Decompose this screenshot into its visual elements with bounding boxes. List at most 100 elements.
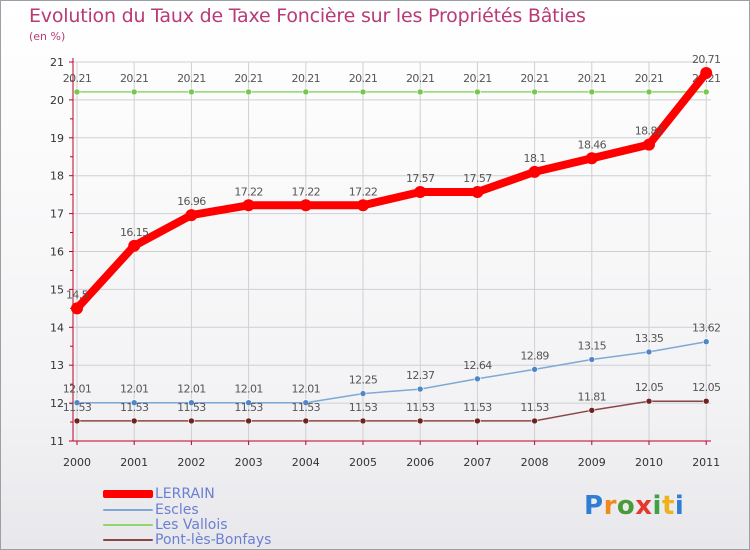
data-point <box>302 417 310 425</box>
brand-letter: t <box>661 491 675 521</box>
proxiti-logo: Proxiti <box>584 491 684 521</box>
data-point <box>130 399 138 407</box>
data-label: 11.53 <box>349 401 378 414</box>
data-point <box>73 88 81 96</box>
data-point <box>242 199 255 212</box>
legend-item-les-vallois: Les Vallois <box>103 517 343 533</box>
data-label: 11.81 <box>578 390 607 403</box>
x-tick-label: 2006 <box>406 456 434 469</box>
y-tick-label: 12 <box>50 397 64 410</box>
data-point <box>245 88 252 96</box>
x-tick-label: 2004 <box>292 456 320 469</box>
data-label: 12.05 <box>692 381 721 394</box>
y-tick-label: 19 <box>50 132 64 145</box>
legend-swatch-escles <box>103 509 153 511</box>
data-label: 11.53 <box>234 401 263 414</box>
x-tick-label: 2011 <box>692 456 720 469</box>
x-tick-label: 2007 <box>463 456 491 469</box>
x-tick-label: 2009 <box>578 456 606 469</box>
data-point <box>128 239 141 252</box>
data-label: 20.71 <box>692 53 721 66</box>
data-point <box>416 88 424 96</box>
data-label: 13.35 <box>635 332 664 345</box>
data-point <box>702 88 710 96</box>
data-label: 12.01 <box>63 383 92 396</box>
data-point <box>130 88 138 96</box>
legend-swatch-pont-les-bonfays <box>103 539 153 541</box>
x-tick-label: 2010 <box>635 456 663 469</box>
data-label: 20.21 <box>520 72 549 85</box>
chart-title: Evolution du Taux de Taxe Foncière sur l… <box>29 5 586 27</box>
data-label: 12.05 <box>635 381 664 394</box>
data-point <box>302 399 310 407</box>
data-label: 16.96 <box>177 195 206 208</box>
data-point <box>414 185 427 198</box>
data-point <box>245 417 252 425</box>
y-tick-label: 11 <box>50 435 64 448</box>
data-point <box>588 356 596 363</box>
legend-item-pont-les-bonfays: Pont-lès-Bonfays <box>103 532 343 548</box>
data-label: 12.64 <box>463 359 492 372</box>
brand-letter: i <box>674 491 685 521</box>
data-label: 20.21 <box>63 72 92 85</box>
data-label: 17.22 <box>292 185 321 198</box>
data-point <box>245 399 252 407</box>
brand-letter: P <box>584 491 604 521</box>
data-point <box>359 88 367 96</box>
chart-legend: LERRAIN Escles Les Vallois Pont-lès-Bonf… <box>103 485 343 549</box>
data-point <box>528 165 541 178</box>
data-point <box>643 138 655 151</box>
legend-swatch-lerrain <box>103 490 153 498</box>
data-point <box>531 417 538 425</box>
y-tick-label: 20 <box>50 94 64 107</box>
data-label: 11.53 <box>120 401 149 414</box>
x-tick-label: 2001 <box>120 456 148 469</box>
data-point <box>359 417 367 425</box>
data-point <box>474 375 481 383</box>
y-tick-label: 16 <box>50 246 64 259</box>
data-label: 12.37 <box>406 369 435 382</box>
data-label: 11.53 <box>520 401 549 414</box>
data-label: 12.01 <box>292 383 321 396</box>
data-point <box>588 88 596 96</box>
legend-label-lerrain: LERRAIN <box>155 486 215 502</box>
data-label: 14.5 <box>66 288 89 301</box>
y-tick-label: 15 <box>50 283 64 296</box>
data-point <box>416 417 424 425</box>
data-point <box>474 417 481 425</box>
data-point <box>700 66 713 79</box>
data-point <box>188 88 195 96</box>
legend-item-lerrain: LERRAIN <box>103 486 343 502</box>
data-point <box>359 390 367 397</box>
x-tick-label: 2008 <box>521 456 549 469</box>
data-point <box>531 366 538 373</box>
data-label: 17.57 <box>406 172 435 185</box>
x-tick-label: 2005 <box>349 456 377 469</box>
x-tick-label: 2000 <box>63 456 91 469</box>
legend-label-les-vallois: Les Vallois <box>155 517 228 533</box>
data-label: 20.21 <box>463 72 492 85</box>
data-point <box>130 417 138 425</box>
data-label: 20.21 <box>578 72 607 85</box>
data-label: 11.53 <box>292 401 321 414</box>
x-tick-label: 2003 <box>235 456 263 469</box>
data-point <box>188 417 195 425</box>
data-point <box>188 399 195 407</box>
legend-label-escles: Escles <box>155 502 199 518</box>
data-point <box>73 417 81 425</box>
y-tick-label: 13 <box>50 359 64 372</box>
brand-letter: r <box>603 491 617 521</box>
data-point <box>531 88 538 96</box>
data-point <box>71 302 83 315</box>
data-label: 11.53 <box>63 401 92 414</box>
data-label: 11.53 <box>406 401 435 414</box>
y-tick-label: 21 <box>50 56 64 69</box>
y-tick-label: 17 <box>50 208 64 221</box>
data-label: 12.01 <box>120 383 149 396</box>
legend-swatch-les-vallois <box>103 524 153 526</box>
data-point <box>588 407 596 414</box>
data-label: 12.25 <box>349 374 378 387</box>
y-tick-label: 14 <box>50 321 64 334</box>
data-point <box>474 88 481 96</box>
